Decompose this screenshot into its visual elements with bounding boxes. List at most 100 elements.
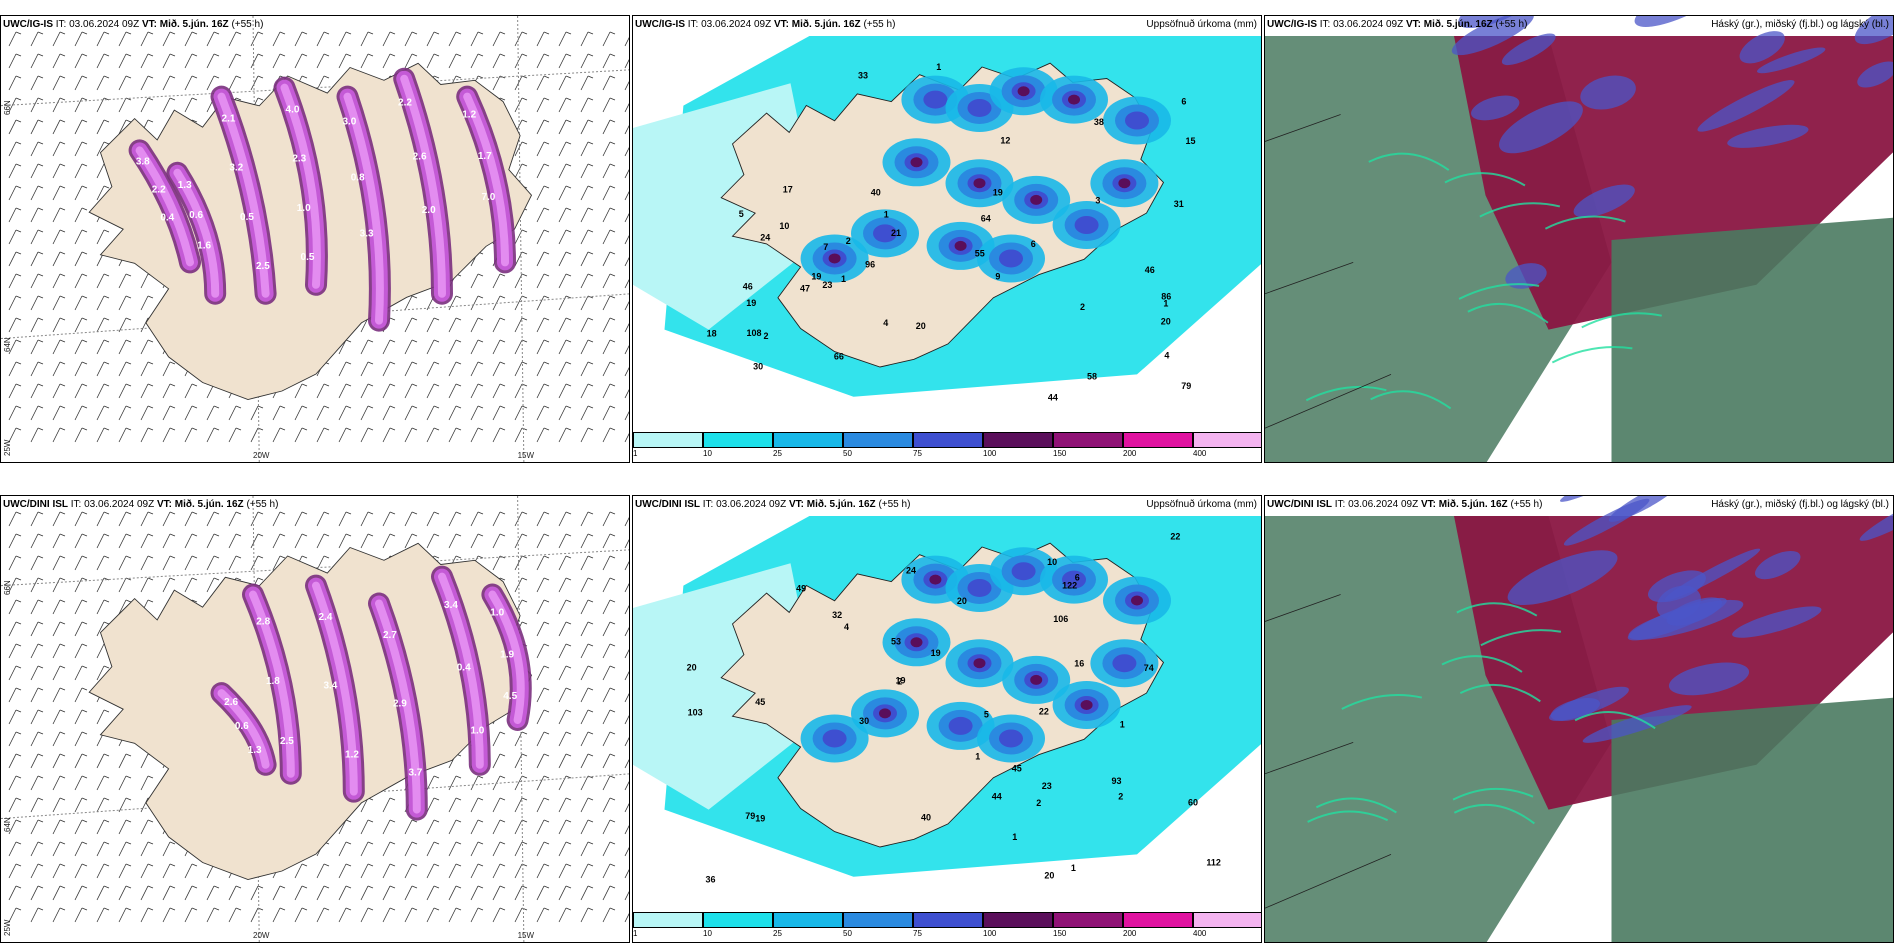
corner-label: 25W — [3, 439, 12, 456]
precip-value: 3 — [1095, 196, 1100, 206]
precip-streak — [173, 168, 220, 298]
cloud-contour — [1305, 385, 1387, 402]
wind-value: 1.2 — [462, 109, 476, 120]
high-cloud — [1611, 217, 1893, 462]
wind-value: 2.5 — [256, 261, 270, 272]
wind-barb — [536, 885, 550, 901]
precip-value: 106 — [1053, 614, 1068, 624]
wind-barb — [96, 119, 110, 135]
wind-barb — [294, 533, 308, 549]
wind-barb — [404, 339, 418, 355]
cloud-contour — [1551, 346, 1633, 364]
lead-time: (+55 h) — [231, 19, 264, 30]
wind-barb — [30, 665, 44, 681]
precip-value: 4 — [1164, 350, 1169, 360]
wind-barb — [74, 185, 88, 201]
wind-barb — [316, 383, 330, 399]
precip-blob — [967, 98, 992, 117]
wind-barb — [118, 753, 132, 769]
wind-barb — [96, 533, 110, 549]
wind-barb — [492, 295, 506, 311]
wind-barb — [184, 53, 198, 69]
precip-value: 15 — [1185, 136, 1195, 146]
wind-barb — [602, 731, 616, 747]
precip-blob — [828, 253, 841, 264]
precip-blob — [973, 658, 986, 669]
wind-barb — [492, 555, 506, 571]
wind-barb — [52, 427, 66, 443]
precip-blob — [1068, 94, 1080, 105]
wind-barb — [558, 511, 572, 527]
wind-barb — [184, 577, 198, 593]
wind-barb — [228, 53, 242, 69]
precip-value: 44 — [992, 791, 1002, 801]
issue-time: 03.06.2024 09Z — [1348, 499, 1419, 510]
model-name: UWC/IG-IS — [1267, 19, 1317, 30]
wind-barb — [8, 163, 22, 179]
wind-barb — [536, 643, 550, 659]
wind-barb — [118, 427, 132, 443]
wind-barb — [602, 273, 616, 289]
precip-value: 1 — [936, 62, 941, 72]
valid-time: VT: Mið. 5.jún. 16Z — [773, 19, 861, 30]
wind-barb — [514, 841, 528, 857]
wind-value: 3.8 — [136, 156, 150, 167]
wind-barb — [624, 737, 629, 747]
wind-barb — [30, 31, 44, 47]
wind-barb — [74, 75, 88, 91]
wind-barb — [30, 361, 44, 377]
wind-barb — [96, 427, 110, 443]
wind-barb — [492, 405, 506, 421]
precip-value: 16 — [1074, 659, 1084, 669]
wind-barb — [74, 97, 88, 113]
wind-barb — [602, 775, 616, 791]
wind-barb — [602, 621, 616, 637]
wind-barb — [8, 863, 22, 879]
wind-barb — [30, 775, 44, 791]
wind-barb — [580, 819, 594, 835]
wind-barb — [492, 427, 506, 443]
wind-barb — [96, 53, 110, 69]
wind-barb — [162, 863, 176, 879]
wind-barb — [536, 819, 550, 835]
wind-barb — [602, 405, 616, 421]
wind-barb — [602, 141, 616, 157]
wind-barb — [118, 75, 132, 91]
wind-barb — [140, 97, 154, 113]
wind-barb — [184, 31, 198, 47]
precip-blob — [1080, 700, 1093, 710]
cloud-contour — [1341, 693, 1422, 710]
precip-value: 22 — [1039, 707, 1049, 717]
low-cloud — [1697, 80, 1795, 132]
wind-barb — [52, 97, 66, 113]
wind-barb — [8, 339, 22, 355]
wind-barb — [96, 599, 110, 615]
wind-barb — [382, 533, 396, 549]
wind-barb — [30, 229, 44, 245]
wind-barb — [404, 863, 418, 879]
wind-barb — [8, 251, 22, 267]
wind-barb — [30, 797, 44, 813]
wind-barb — [30, 841, 44, 857]
wind-barb — [382, 797, 396, 813]
wind-barb — [30, 251, 44, 267]
wind-barb — [30, 885, 44, 901]
precip-value: 1 — [1120, 720, 1125, 730]
wind-barb — [184, 533, 198, 549]
wind-barb — [580, 361, 594, 377]
wind-barb — [624, 301, 629, 311]
wind-barb — [74, 841, 88, 857]
wind-barb — [74, 885, 88, 901]
wind-map: 2.1 4.0 3.0 2.2 1.2 1.3 3.8 3.2 2.3 0.8 2.6 1.7 0.6 2… — [1, 16, 629, 462]
wind-barb — [140, 533, 154, 549]
wind-barb — [52, 621, 66, 637]
precip-value: 122 — [1062, 580, 1077, 590]
wind-barb — [558, 163, 572, 179]
wind-barb — [448, 819, 462, 835]
wind-barb — [492, 841, 506, 857]
wind-barb — [250, 53, 264, 69]
wind-barb — [30, 317, 44, 333]
wind-value: 2.0 — [422, 205, 436, 216]
colorbar-tick: 400 — [1193, 449, 1207, 458]
wind-barb — [580, 709, 594, 725]
